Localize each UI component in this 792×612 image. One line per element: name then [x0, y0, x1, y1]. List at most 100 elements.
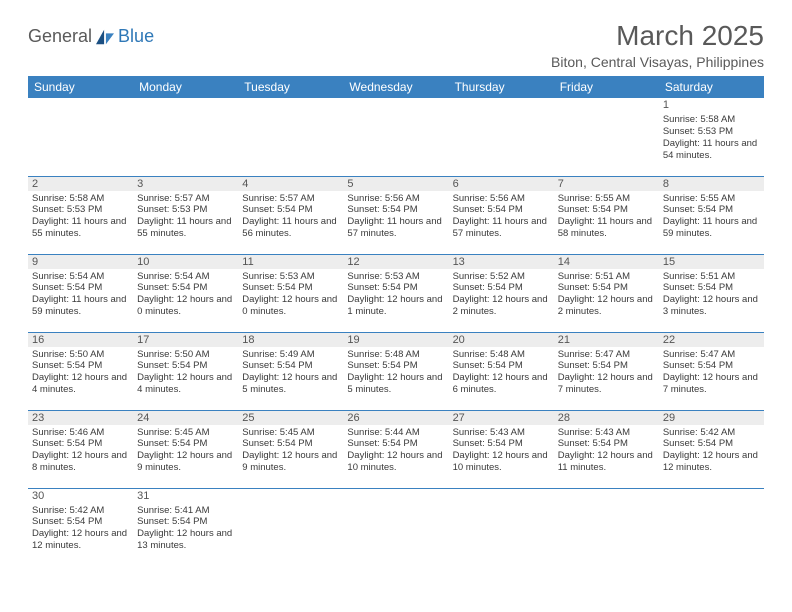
daylight-text: Daylight: 12 hours and 12 minutes.	[663, 450, 760, 474]
day-info: Sunrise: 5:55 AMSunset: 5:54 PMDaylight:…	[663, 193, 760, 241]
calendar-day-cell: 23Sunrise: 5:46 AMSunset: 5:54 PMDayligh…	[28, 410, 133, 488]
sunset-text: Sunset: 5:53 PM	[663, 126, 760, 138]
daylight-text: Daylight: 12 hours and 6 minutes.	[453, 372, 550, 396]
calendar-week-row: 9Sunrise: 5:54 AMSunset: 5:54 PMDaylight…	[28, 254, 764, 332]
calendar-day-cell: 11 Sunrise: 5:53 AMSunset: 5:54 PMDayligh…	[238, 254, 343, 332]
day-number: 13	[449, 255, 554, 269]
day-number: 1	[659, 98, 764, 112]
calendar-day-cell: 6Sunrise: 5:56 AMSunset: 5:54 PMDaylight…	[449, 176, 554, 254]
calendar-day-cell	[133, 98, 238, 176]
sunset-text: Sunset: 5:54 PM	[347, 438, 444, 450]
day-info: Sunrise: 5:43 AMSunset: 5:54 PMDaylight:…	[453, 427, 550, 475]
sunset-text: Sunset: 5:54 PM	[32, 360, 129, 372]
calendar-day-cell: 26Sunrise: 5:44 AMSunset: 5:54 PMDayligh…	[343, 410, 448, 488]
calendar-day-cell: 3Sunrise: 5:57 AMSunset: 5:53 PMDaylight…	[133, 176, 238, 254]
daylight-text: Daylight: 12 hours and 7 minutes.	[663, 372, 760, 396]
calendar-day-cell: 15Sunrise: 5:51 AMSunset: 5:54 PMDayligh…	[659, 254, 764, 332]
sunrise-text: Sunrise: 5:58 AM	[663, 114, 760, 126]
calendar-day-cell	[343, 98, 448, 176]
weekday-header: Friday	[554, 76, 659, 98]
sunrise-text: Sunrise: 5:43 AM	[558, 427, 655, 439]
calendar-day-cell: 18Sunrise: 5:49 AMSunset: 5:54 PMDayligh…	[238, 332, 343, 410]
calendar-day-cell: 5Sunrise: 5:56 AMSunset: 5:54 PMDaylight…	[343, 176, 448, 254]
calendar-day-cell	[449, 98, 554, 176]
sunset-text: Sunset: 5:54 PM	[663, 204, 760, 216]
calendar-day-cell: 1Sunrise: 5:58 AMSunset: 5:53 PMDaylight…	[659, 98, 764, 176]
day-number: 2	[28, 177, 133, 191]
day-number: 18	[238, 333, 343, 347]
calendar-day-cell	[554, 488, 659, 566]
daylight-text: Daylight: 12 hours and 9 minutes.	[242, 450, 339, 474]
sunset-text: Sunset: 5:54 PM	[558, 204, 655, 216]
sunset-text: Sunset: 5:54 PM	[558, 438, 655, 450]
calendar-day-cell	[659, 488, 764, 566]
day-number: 27	[449, 411, 554, 425]
calendar-week-row: 30Sunrise: 5:42 AMSunset: 5:54 PMDayligh…	[28, 488, 764, 566]
daylight-text: Daylight: 11 hours and 57 minutes.	[453, 216, 550, 240]
sunset-text: Sunset: 5:54 PM	[137, 438, 234, 450]
weekday-header: Tuesday	[238, 76, 343, 98]
daylight-text: Daylight: 12 hours and 5 minutes.	[242, 372, 339, 396]
sunrise-text: Sunrise: 5:47 AM	[663, 349, 760, 361]
sunrise-text: Sunrise: 5:53 AM	[242, 271, 339, 283]
day-info: Sunrise: 5:54 AMSunset: 5:54 PMDaylight:…	[137, 271, 234, 319]
calendar-day-cell: 9Sunrise: 5:54 AMSunset: 5:54 PMDaylight…	[28, 254, 133, 332]
weekday-header: Monday	[133, 76, 238, 98]
day-number: 12	[343, 255, 448, 269]
calendar-day-cell	[238, 488, 343, 566]
sunset-text: Sunset: 5:54 PM	[242, 282, 339, 294]
sunset-text: Sunset: 5:54 PM	[242, 438, 339, 450]
sunrise-text: Sunrise: 5:56 AM	[453, 193, 550, 205]
calendar-day-cell: 13Sunrise: 5:52 AMSunset: 5:54 PMDayligh…	[449, 254, 554, 332]
day-info: Sunrise: 5:42 AMSunset: 5:54 PMDaylight:…	[663, 427, 760, 475]
sunrise-text: Sunrise: 5:54 AM	[32, 271, 129, 283]
day-info: Sunrise: 5:56 AMSunset: 5:54 PMDaylight:…	[347, 193, 444, 241]
sunset-text: Sunset: 5:54 PM	[347, 360, 444, 372]
calendar-day-cell: 12Sunrise: 5:53 AMSunset: 5:54 PMDayligh…	[343, 254, 448, 332]
sunset-text: Sunset: 5:54 PM	[453, 438, 550, 450]
day-info: Sunrise: 5:50 AMSunset: 5:54 PMDaylight:…	[32, 349, 129, 397]
calendar-week-row: 1Sunrise: 5:58 AMSunset: 5:53 PMDaylight…	[28, 98, 764, 176]
day-number: 17	[133, 333, 238, 347]
sunrise-text: Sunrise: 5:55 AM	[558, 193, 655, 205]
day-number: 14	[554, 255, 659, 269]
sunset-text: Sunset: 5:54 PM	[453, 360, 550, 372]
day-info: Sunrise: 5:56 AMSunset: 5:54 PMDaylight:…	[453, 193, 550, 241]
weekday-header: Sunday	[28, 76, 133, 98]
sunset-text: Sunset: 5:54 PM	[663, 438, 760, 450]
sunset-text: Sunset: 5:54 PM	[242, 204, 339, 216]
day-number: 21	[554, 333, 659, 347]
sunrise-text: Sunrise: 5:56 AM	[347, 193, 444, 205]
daylight-text: Daylight: 12 hours and 0 minutes.	[242, 294, 339, 318]
daylight-text: Daylight: 12 hours and 10 minutes.	[347, 450, 444, 474]
day-number: 20	[449, 333, 554, 347]
page-header: General Blue March 2025 Biton, Central V…	[28, 20, 764, 70]
daylight-text: Daylight: 12 hours and 10 minutes.	[453, 450, 550, 474]
sunset-text: Sunset: 5:54 PM	[347, 204, 444, 216]
logo-text-general: General	[28, 26, 92, 47]
calendar-day-cell: 2Sunrise: 5:58 AMSunset: 5:53 PMDaylight…	[28, 176, 133, 254]
weekday-header: Saturday	[659, 76, 764, 98]
sail-icon	[94, 28, 116, 46]
sunrise-text: Sunrise: 5:43 AM	[453, 427, 550, 439]
calendar-day-cell: 14 Sunrise: 5:51 AMSunset: 5:54 PMDayligh…	[554, 254, 659, 332]
day-info: Sunrise: 5:51 AMSunset: 5:54 PMDaylight:…	[558, 271, 655, 319]
sunrise-text: Sunrise: 5:45 AM	[242, 427, 339, 439]
day-number: 28	[554, 411, 659, 425]
calendar-day-cell: 31Sunrise: 5:41 AMSunset: 5:54 PMDayligh…	[133, 488, 238, 566]
sunrise-text: Sunrise: 5:49 AM	[242, 349, 339, 361]
daylight-text: Daylight: 11 hours and 55 minutes.	[32, 216, 129, 240]
calendar-day-cell	[554, 98, 659, 176]
title-block: March 2025 Biton, Central Visayas, Phili…	[551, 20, 764, 70]
day-info: Sunrise: 5:53 AMSunset: 5:54 PMDaylight:…	[242, 271, 339, 319]
sunrise-text: Sunrise: 5:54 AM	[137, 271, 234, 283]
day-number: 11	[238, 255, 343, 269]
day-info: Sunrise: 5:46 AMSunset: 5:54 PMDaylight:…	[32, 427, 129, 475]
day-info: Sunrise: 5:57 AMSunset: 5:54 PMDaylight:…	[242, 193, 339, 241]
day-info: Sunrise: 5:42 AMSunset: 5:54 PMDaylight:…	[32, 505, 129, 553]
daylight-text: Daylight: 12 hours and 4 minutes.	[32, 372, 129, 396]
day-info: Sunrise: 5:54 AMSunset: 5:54 PMDaylight:…	[32, 271, 129, 319]
location-subtitle: Biton, Central Visayas, Philippines	[551, 54, 764, 70]
sunrise-text: Sunrise: 5:58 AM	[32, 193, 129, 205]
calendar-week-row: 23Sunrise: 5:46 AMSunset: 5:54 PMDayligh…	[28, 410, 764, 488]
